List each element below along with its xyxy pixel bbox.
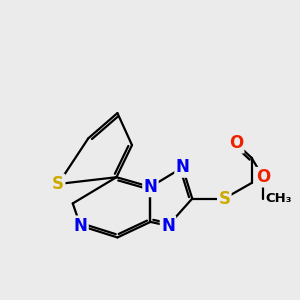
Text: O: O bbox=[229, 134, 243, 152]
Text: S: S bbox=[52, 175, 64, 193]
Text: N: N bbox=[161, 217, 175, 235]
Text: N: N bbox=[143, 178, 158, 196]
Text: CH₃: CH₃ bbox=[266, 192, 292, 205]
Text: O: O bbox=[256, 168, 270, 186]
Text: S: S bbox=[218, 190, 230, 208]
Text: N: N bbox=[176, 158, 190, 176]
Text: N: N bbox=[74, 217, 87, 235]
